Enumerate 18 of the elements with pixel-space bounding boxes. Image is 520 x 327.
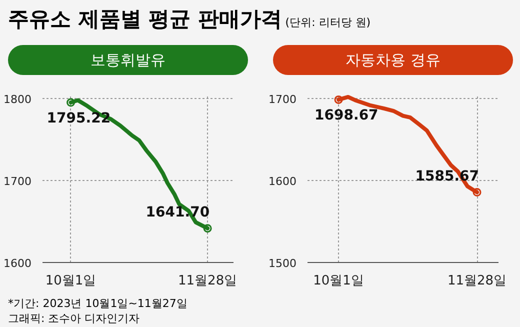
text: 보통휘발유: [8, 45, 248, 75]
y-tick-label: 1700: [4, 175, 32, 188]
y-tick-label: 1600: [4, 257, 32, 270]
text: 그래픽: 조수아 디자인기자: [8, 311, 141, 326]
series-label: 자동차용 경유: [273, 45, 513, 75]
chart-subtitle: (단위: 리터당 원): [285, 16, 371, 29]
chart-title: 주유소 제품별 평균 판매가격: [8, 7, 282, 31]
x-tick-label: 11월28일: [447, 274, 507, 288]
data-label: 1698.67: [314, 108, 378, 124]
text: *기간: 2023년 10월1일~11월27일: [8, 296, 188, 311]
y-tick-label: 1800: [4, 93, 32, 106]
y-tick-label: 1500: [268, 257, 297, 270]
x-tick-label: 11월28일: [178, 274, 238, 288]
data-label: 1795.22: [46, 110, 111, 127]
y-tick-label: 1600: [268, 175, 297, 188]
x-tick-label: 10월1일: [313, 274, 364, 288]
y-tick-label: 1700: [268, 93, 297, 106]
x-tick-label: 10월1일: [45, 274, 96, 288]
